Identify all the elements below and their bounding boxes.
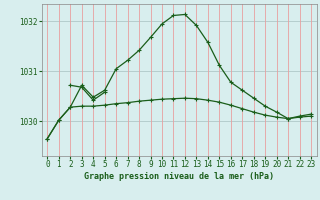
X-axis label: Graphe pression niveau de la mer (hPa): Graphe pression niveau de la mer (hPa) (84, 172, 274, 181)
